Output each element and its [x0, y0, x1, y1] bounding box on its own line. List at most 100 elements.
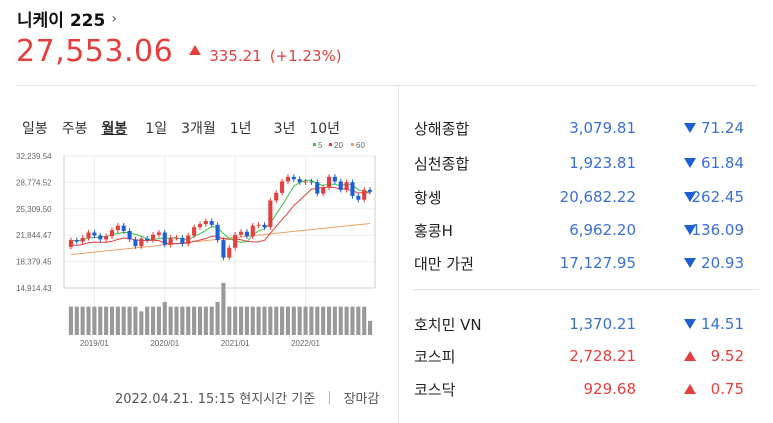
index-title-link[interactable]: 니케이 225 › [17, 6, 117, 32]
x-tick-label: 2022/01 [291, 339, 320, 348]
candle [362, 189, 367, 200]
candle [309, 181, 314, 183]
volume-bar [227, 306, 232, 335]
y-tick-label: 21,844.47 [16, 231, 52, 240]
legend-swatch [329, 143, 332, 146]
index-value: 1,370.21 [569, 315, 636, 333]
ma-line-5 [70, 179, 371, 243]
index-change: 14.51 [701, 315, 744, 333]
volume-bar [221, 283, 226, 335]
volume-bar [215, 301, 220, 335]
index-row[interactable]: 홍콩H 6,962.20 136.09 [414, 219, 756, 241]
triangle-down-icon [684, 319, 696, 329]
candle [68, 240, 73, 247]
ma-line-60 [70, 223, 371, 256]
triangle-up-icon [684, 351, 696, 361]
volume-bar [86, 306, 91, 335]
volume-bar [238, 306, 244, 335]
candle [115, 225, 120, 231]
index-name: 호치민 VN [414, 315, 482, 334]
index-row[interactable]: 대만 가권 17,127.95 20.93 [414, 252, 756, 274]
index-value: 6,962.20 [569, 221, 636, 239]
tab-2[interactable]: 월봉 [101, 121, 128, 137]
index-change: 9.52 [710, 347, 744, 365]
volume-bar [197, 306, 203, 335]
timestamp: 2022.04.21. 15:15 현지시간 기준 [115, 392, 316, 407]
index-row[interactable]: 항셍 20,682.22 262.45 [414, 186, 756, 208]
volume-bar [156, 306, 161, 335]
candle [168, 237, 173, 245]
volume-bar [186, 306, 191, 335]
candle [86, 232, 91, 238]
price-change-percent: (+1.23%) [269, 47, 342, 65]
volume-bar [145, 306, 150, 335]
index-list-divider [412, 289, 758, 290]
index-change: 0.75 [710, 380, 744, 398]
volume-bar [104, 306, 109, 335]
candle [338, 181, 343, 190]
candle [162, 232, 167, 245]
legend-label: 20 [334, 141, 343, 150]
candle [297, 179, 302, 183]
triangle-down-icon [684, 158, 696, 168]
tab-7[interactable]: 10년 [309, 121, 341, 137]
index-value: 3,079.81 [569, 119, 636, 137]
candle [244, 231, 249, 237]
candle [256, 224, 261, 226]
candle [150, 234, 156, 241]
tab-4[interactable]: 3개월 [181, 121, 216, 137]
volume-bar [262, 306, 267, 335]
candle [368, 189, 373, 192]
tab-3[interactable]: 1일 [145, 121, 168, 137]
candle [280, 181, 285, 193]
volume-bar [174, 306, 179, 335]
volume-bar [127, 306, 132, 335]
volume-bar [233, 306, 238, 335]
triangle-down-icon [684, 192, 696, 202]
candle [74, 240, 79, 242]
volume-bar [180, 306, 185, 335]
candle [262, 224, 267, 228]
index-row[interactable]: 코스피 2,728.21 9.52 [414, 345, 756, 367]
current-price: 27,553.06 [16, 34, 174, 69]
candle [285, 176, 291, 182]
period-tabs: 일봉 주봉 월봉 1일 3개월 1년 3년 10년 [22, 118, 340, 138]
candle [203, 221, 208, 225]
index-change: 20.93 [701, 254, 744, 272]
volume-bar [291, 306, 296, 335]
index-value: 20,682.22 [559, 188, 636, 206]
triangle-up-icon [684, 384, 696, 394]
index-row[interactable]: 상해종합 3,079.81 71.24 [414, 117, 756, 139]
volume-bar [109, 306, 115, 335]
tab-5[interactable]: 1년 [229, 121, 252, 137]
tab-0[interactable]: 일봉 [22, 121, 48, 137]
candle [227, 247, 232, 258]
volume-bar [362, 306, 367, 335]
y-tick-label: 14,914.43 [16, 284, 52, 293]
footer-separator: | [327, 390, 332, 405]
volume-bar [303, 306, 308, 335]
tab-1[interactable]: 주봉 [61, 121, 88, 137]
index-change: 136.09 [691, 221, 745, 239]
tab-6[interactable]: 3년 [273, 121, 296, 137]
candle [250, 225, 255, 237]
index-name: 항셍 [414, 188, 442, 207]
index-row[interactable]: 코스닥 929.68 0.75 [414, 378, 756, 400]
volume-bar [285, 306, 291, 335]
volume-bar [92, 306, 97, 335]
index-name: 코스닥 [414, 380, 456, 399]
volume-bar [74, 306, 79, 335]
index-value: 1,923.81 [569, 154, 636, 172]
index-row[interactable]: 호치민 VN 1,370.21 14.51 [414, 313, 756, 335]
volume-bar [80, 306, 85, 335]
volume-bar [203, 306, 208, 335]
x-tick-label: 2019/01 [80, 339, 109, 348]
candle [121, 225, 126, 231]
volume-bar [192, 306, 197, 335]
legend-label: 5 [318, 141, 323, 150]
index-row[interactable]: 심천종합 1,923.81 61.84 [414, 152, 756, 174]
triangle-down-icon [684, 225, 696, 235]
volume-bar [168, 306, 173, 335]
volume-bar [268, 306, 273, 335]
candle [350, 182, 355, 196]
